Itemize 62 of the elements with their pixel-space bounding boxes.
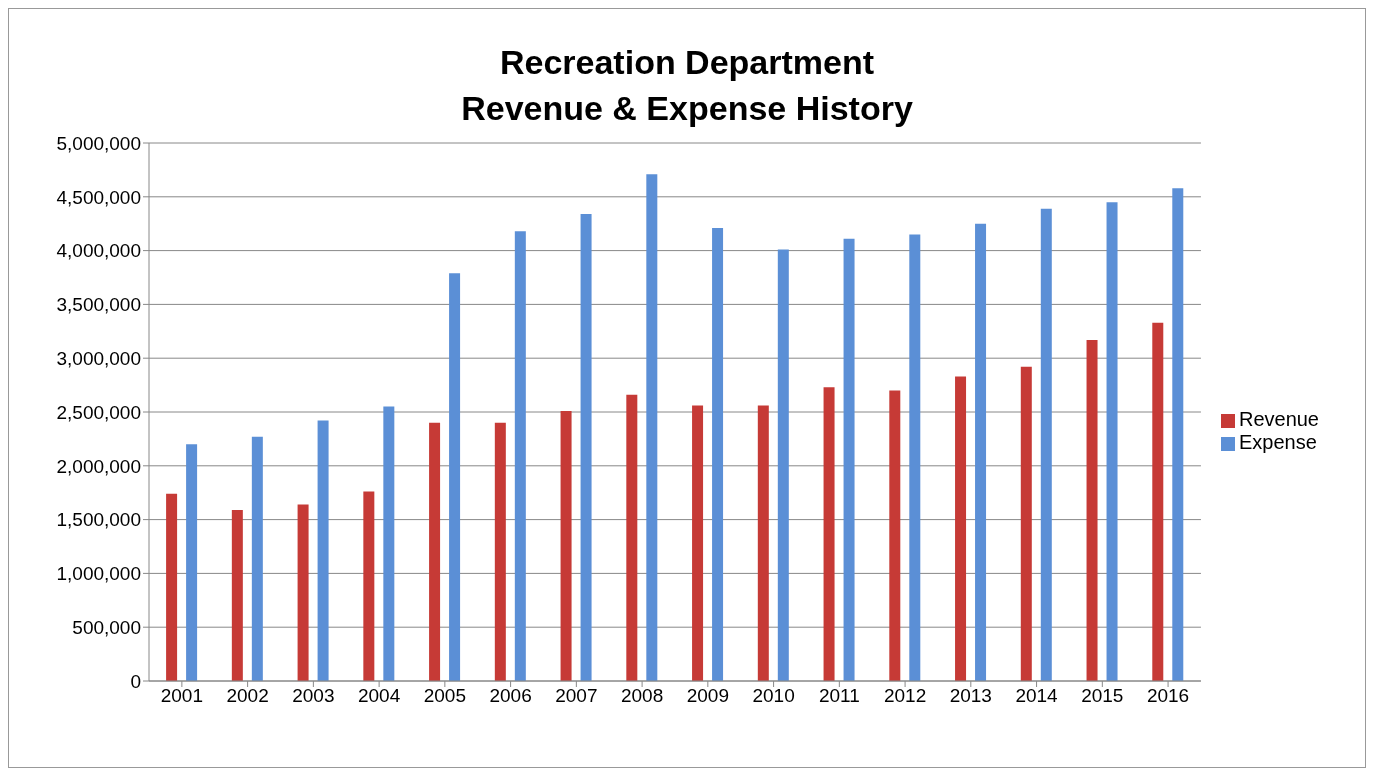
x-tick-label: 2007 bbox=[555, 685, 598, 707]
bar bbox=[626, 394, 638, 681]
y-tick-label: 500,000 bbox=[72, 616, 141, 638]
bar bbox=[186, 444, 198, 681]
x-tick-label: 2002 bbox=[226, 685, 269, 707]
bar bbox=[955, 376, 967, 681]
legend-label: Expense bbox=[1238, 431, 1317, 453]
x-tick-label: 2003 bbox=[292, 685, 335, 707]
x-tick-label: 2013 bbox=[949, 685, 992, 707]
bar bbox=[692, 405, 704, 681]
bar bbox=[843, 238, 855, 681]
bar bbox=[317, 420, 329, 681]
bar bbox=[363, 491, 375, 681]
x-tick-label: 2009 bbox=[686, 685, 729, 707]
bar bbox=[166, 493, 178, 681]
bar bbox=[777, 249, 789, 681]
y-tick-label: 3,000,000 bbox=[56, 347, 141, 369]
y-tick-label: 1,500,000 bbox=[56, 509, 141, 531]
bar bbox=[646, 174, 658, 681]
chart-title: Recreation Department Revenue & Expense History bbox=[460, 42, 914, 129]
y-tick-label: 0 bbox=[130, 670, 141, 692]
bar bbox=[1086, 339, 1098, 681]
x-tick-label: 2008 bbox=[620, 685, 664, 707]
bar bbox=[823, 387, 835, 681]
bar bbox=[1106, 202, 1118, 681]
x-tick-label: 2012 bbox=[883, 685, 927, 707]
bar bbox=[712, 228, 724, 681]
x-tick-label: 2004 bbox=[357, 685, 401, 707]
bar bbox=[1020, 366, 1032, 681]
y-tick-label: 2,500,000 bbox=[56, 401, 141, 423]
y-tick-label: 4,000,000 bbox=[56, 240, 141, 262]
bar bbox=[889, 390, 901, 681]
legend-label: Revenue bbox=[1238, 408, 1319, 430]
bar bbox=[494, 422, 506, 681]
bar bbox=[1040, 208, 1052, 681]
bar bbox=[383, 406, 395, 681]
y-tick-label: 5,000,000 bbox=[56, 132, 141, 154]
y-tick-label: 3,500,000 bbox=[56, 294, 141, 316]
bar bbox=[429, 422, 441, 681]
x-tick-label: 2011 bbox=[818, 685, 860, 707]
bar bbox=[975, 223, 987, 681]
bar bbox=[1152, 322, 1164, 681]
y-tick-label: 4,500,000 bbox=[56, 186, 141, 208]
bar bbox=[1172, 188, 1184, 681]
bar bbox=[757, 405, 769, 681]
x-tick-label: 2001 bbox=[160, 685, 204, 707]
y-tick-label: 1,000,000 bbox=[56, 563, 141, 585]
bar bbox=[297, 504, 309, 681]
x-tick-label: 2015 bbox=[1081, 685, 1124, 707]
bar bbox=[580, 214, 592, 681]
x-tick-label: 2005 bbox=[423, 685, 466, 707]
y-tick-label: 2,000,000 bbox=[56, 455, 141, 477]
bar bbox=[909, 234, 921, 681]
x-tick-label: 2014 bbox=[1015, 685, 1059, 707]
x-tick-label: 2010 bbox=[752, 685, 795, 707]
x-tick-label: 2016 bbox=[1146, 685, 1190, 707]
bar bbox=[231, 509, 243, 681]
bar bbox=[449, 273, 461, 681]
bar bbox=[251, 436, 263, 681]
x-tick-label: 2006 bbox=[489, 685, 532, 707]
bar bbox=[514, 231, 526, 681]
bar bbox=[560, 410, 572, 681]
